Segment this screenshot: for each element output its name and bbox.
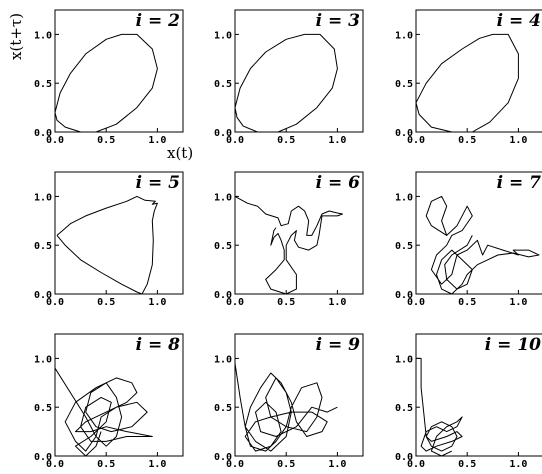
y-tick-label: 1.0 [34, 192, 52, 203]
y-axis-label: x(t+τ) [7, 13, 25, 60]
y-tick-label: 0.5 [34, 241, 52, 252]
x-tick-label: 0.0 [226, 135, 244, 146]
y-tick-label: 0.0 [214, 290, 232, 301]
x-tick-label: 1.0 [148, 297, 166, 308]
x-tick-label: 1.0 [328, 297, 346, 308]
plot-frame [234, 333, 364, 457]
panel-3: 0.00.0 0.5 0.5 1.0 1.0 i = 4 [395, 9, 542, 146]
panel-4: 0.00.0 0.5 0.5 1.0 1.0 i = 5 [34, 171, 184, 308]
plot-frame [415, 171, 542, 295]
y-tick-label: 0.5 [34, 403, 52, 414]
y-tick-label: 0.5 [395, 403, 413, 414]
series-line [234, 363, 338, 452]
plot-frame [54, 171, 184, 295]
y-tick-label: 0.0 [395, 290, 413, 301]
x-tick-label: 0.0 [46, 135, 64, 146]
x-tick-label: 1.0 [328, 459, 346, 470]
series-line [234, 33, 338, 133]
y-tick-label: 1.0 [214, 192, 232, 203]
y-tick-label: 0.5 [395, 79, 413, 90]
x-tick-label: 0.0 [226, 459, 244, 470]
series-line [416, 357, 463, 457]
panel-9: 0.00.0 0.5 0.5 1.0 1.0 i = 10 [395, 333, 542, 470]
series-line [56, 195, 158, 295]
x-tick-label: 0.5 [97, 459, 115, 470]
x-tick-label: 1.0 [148, 459, 166, 470]
x-tick-label: 0.5 [97, 297, 115, 308]
y-tick-label: 0.0 [34, 290, 52, 301]
y-tick-label: 0.0 [395, 128, 413, 139]
series-line [54, 367, 153, 457]
plot-frame [415, 9, 542, 133]
series-line [234, 195, 343, 295]
x-tick-label: 1.0 [509, 135, 527, 146]
y-tick-label: 0.0 [395, 452, 413, 463]
y-tick-label: 1.0 [395, 30, 413, 41]
x-tick-label: 0.0 [407, 135, 425, 146]
plot-frame [234, 9, 364, 133]
x-tick-label: 0.0 [407, 459, 425, 470]
y-tick-label: 0.0 [214, 128, 232, 139]
x-tick-label: 0.5 [277, 297, 295, 308]
panel-title: i = 10 [485, 335, 541, 355]
x-tick-label: 0.5 [277, 135, 295, 146]
x-tick-label: 0.0 [226, 297, 244, 308]
series-line [425, 195, 540, 295]
x-tick-label: 0.0 [407, 297, 425, 308]
panel-title: i = 4 [497, 11, 541, 31]
panel-title: i = 6 [316, 173, 361, 193]
plot-frame [234, 171, 364, 295]
y-tick-label: 0.5 [395, 241, 413, 252]
panel-title: i = 8 [136, 335, 181, 355]
y-tick-label: 1.0 [395, 354, 413, 365]
plot-frame [54, 333, 184, 457]
x-tick-label: 0.0 [46, 459, 64, 470]
plot-frame [415, 333, 542, 457]
panel-title: i = 7 [497, 173, 542, 193]
panel-5: 0.00.0 0.5 0.5 1.0 1.0 i = 6 [214, 171, 364, 308]
series-line [54, 33, 158, 133]
x-axis-label: x(t) [167, 144, 193, 162]
x-tick-label: 0.5 [458, 297, 476, 308]
y-tick-label: 0.5 [214, 403, 232, 414]
x-tick-label: 0.5 [458, 135, 476, 146]
plot-frame [54, 9, 184, 133]
panel-1: 0.00.0 0.5 0.5 1.0 1.0 i = 2 [34, 9, 184, 146]
panel-title: i = 9 [316, 335, 361, 355]
y-tick-label: 0.0 [34, 128, 52, 139]
x-tick-label: 1.0 [509, 297, 527, 308]
panel-grid: 0.00.00.50.51.01.0i = 20.00.00.50.51.01.… [34, 9, 542, 470]
y-tick-label: 0.5 [214, 241, 232, 252]
y-tick-label: 0.0 [214, 452, 232, 463]
x-tick-label: 0.5 [97, 135, 115, 146]
y-tick-label: 1.0 [214, 354, 232, 365]
series-line [415, 33, 519, 133]
y-tick-label: 0.5 [34, 79, 52, 90]
x-tick-label: 0.0 [46, 297, 64, 308]
y-tick-label: 1.0 [34, 30, 52, 41]
panel-title: i = 2 [136, 11, 181, 31]
y-tick-label: 1.0 [395, 192, 413, 203]
x-tick-label: 1.0 [328, 135, 346, 146]
y-tick-label: 0.5 [214, 79, 232, 90]
x-tick-label: 0.5 [277, 459, 295, 470]
panel-6: 0.00.0 0.5 0.5 1.0 1.0 i = 7 [395, 171, 542, 308]
panel-title: i = 3 [316, 11, 361, 31]
x-tick-label: 1.0 [509, 459, 527, 470]
panel-title: i = 5 [136, 173, 180, 193]
y-tick-label: 1.0 [214, 30, 232, 41]
panel-7: 0.00.0 0.5 0.5 1.0 1.0 i = 8 [34, 333, 184, 470]
x-tick-label: 0.5 [458, 459, 476, 470]
panel-8: 0.00.0 0.5 0.5 1.0 1.0 i = 9 [214, 333, 364, 470]
x-tick-label: 1.0 [148, 135, 166, 146]
panel-2: 0.00.0 0.5 0.5 1.0 1.0 i = 3 [214, 9, 364, 146]
y-tick-label: 0.0 [34, 452, 52, 463]
y-tick-label: 1.0 [34, 354, 52, 365]
